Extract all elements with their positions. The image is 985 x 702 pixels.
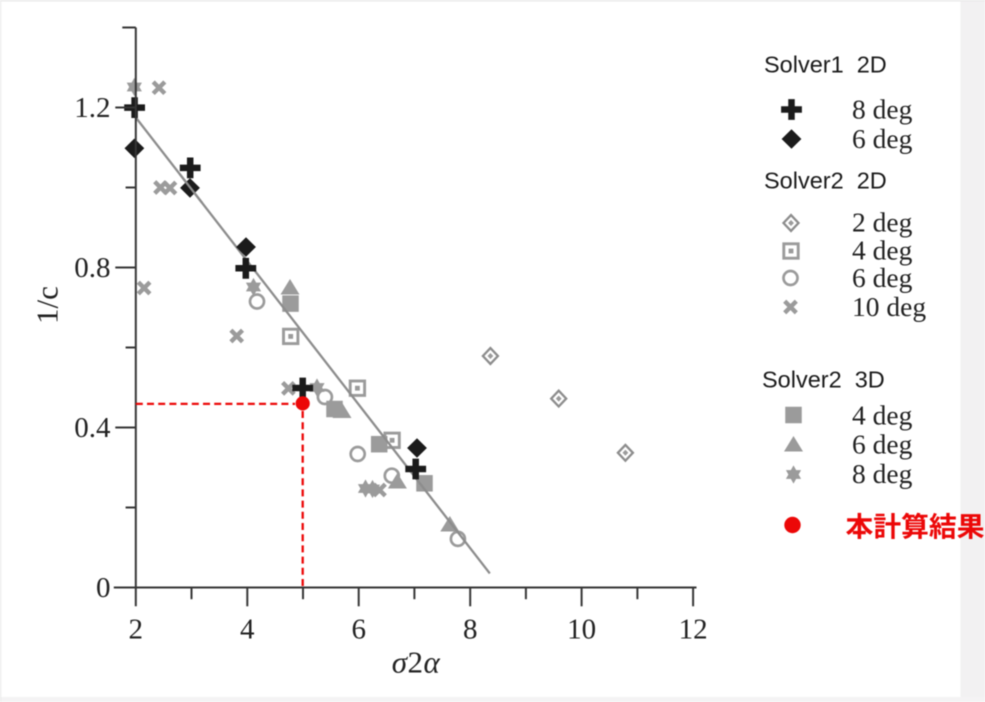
svg-text:6 deg: 6 deg bbox=[852, 123, 913, 154]
svg-text:12: 12 bbox=[679, 614, 708, 646]
svg-text:1/c: 1/c bbox=[30, 286, 65, 324]
svg-text:6 deg: 6 deg bbox=[852, 429, 913, 460]
svg-text:1.2: 1.2 bbox=[74, 92, 110, 124]
svg-text:Solver2 3D: Solver2 3D bbox=[762, 367, 885, 393]
svg-text:Solver2 2D: Solver2 2D bbox=[764, 168, 887, 194]
svg-text:σ2α: σ2α bbox=[392, 645, 441, 680]
svg-text:8: 8 bbox=[463, 614, 478, 646]
svg-text:Solver1 2D: Solver1 2D bbox=[764, 52, 887, 78]
svg-text:2: 2 bbox=[129, 614, 144, 646]
svg-text:10 deg: 10 deg bbox=[852, 291, 926, 322]
svg-text:8 deg: 8 deg bbox=[852, 94, 913, 125]
svg-text:6: 6 bbox=[351, 614, 366, 646]
svg-text:4: 4 bbox=[240, 614, 255, 646]
svg-text:2 deg: 2 deg bbox=[852, 207, 913, 238]
svg-text:10: 10 bbox=[567, 614, 596, 646]
svg-text:8 deg: 8 deg bbox=[852, 458, 913, 489]
svg-text:0.4: 0.4 bbox=[74, 412, 111, 444]
svg-text:0.8: 0.8 bbox=[74, 252, 110, 284]
svg-text:6 deg: 6 deg bbox=[852, 262, 913, 293]
svg-text:0: 0 bbox=[96, 572, 111, 604]
svg-text:4 deg: 4 deg bbox=[852, 235, 913, 266]
svg-text:4 deg: 4 deg bbox=[852, 400, 913, 431]
